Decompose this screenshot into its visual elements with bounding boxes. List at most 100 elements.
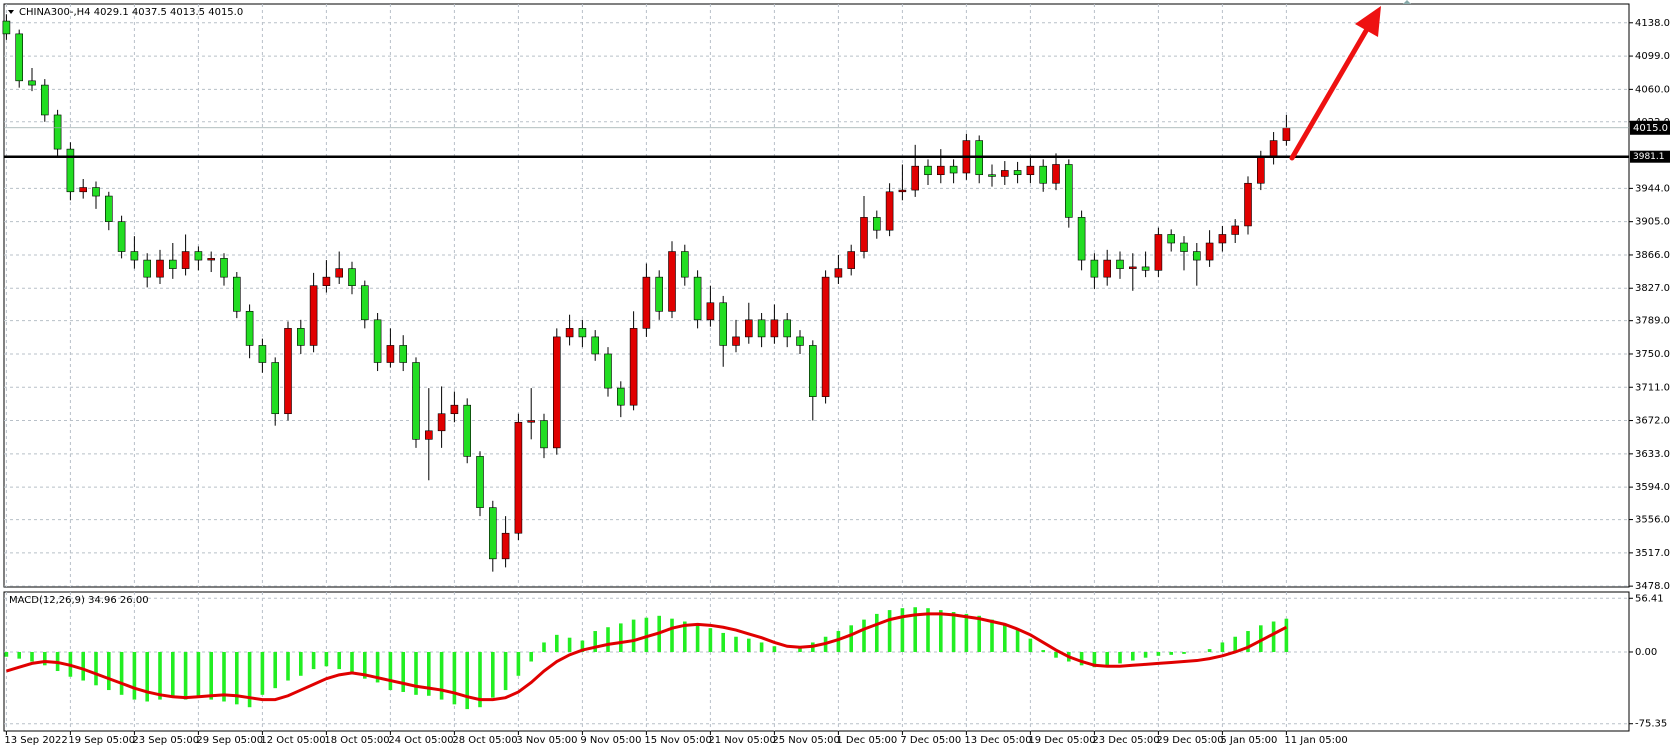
- macd-bar: [1284, 618, 1289, 652]
- candle-body: [860, 217, 868, 252]
- candle-body: [847, 251, 856, 269]
- macd-bar: [721, 632, 725, 652]
- macd-bar: [1092, 651, 1097, 668]
- x-tick-label: 28 Oct 05:00: [452, 735, 517, 746]
- macd-bar: [606, 627, 610, 652]
- x-tick-label: 24 Oct 05:00: [388, 735, 453, 746]
- macd-bar: [273, 651, 277, 689]
- candle-body: [156, 259, 164, 278]
- candle-body: [629, 328, 638, 406]
- candle-body: [540, 420, 548, 449]
- x-tick-label: 21 Nov 05:00: [708, 735, 775, 746]
- candle-body: [143, 259, 151, 278]
- candle-body: [335, 268, 344, 278]
- y-tick-label: 3789.0: [1635, 316, 1670, 327]
- candle-body: [66, 148, 75, 193]
- macd-bar: [4, 651, 9, 657]
- x-tick-label: 9 Nov 05:00: [580, 735, 641, 746]
- candle-body: [40, 84, 49, 116]
- candle-body: [1039, 165, 1047, 184]
- level-label: 3981.1: [1633, 152, 1665, 162]
- candle-body: [130, 251, 139, 261]
- macd-bar: [836, 631, 841, 652]
- candle-body: [1065, 164, 1073, 218]
- candle-body: [565, 328, 574, 338]
- candle-body: [1180, 242, 1188, 252]
- macd-bar: [311, 651, 316, 670]
- candle-body: [732, 336, 740, 346]
- shift-marker: [1403, 0, 1411, 4]
- candle-body: [834, 268, 843, 278]
- candle-body: [412, 362, 420, 440]
- x-tick-label: 23 Dec 05:00: [1092, 735, 1159, 746]
- candle-body: [1129, 266, 1137, 269]
- y-tick-label: 3517.0: [1635, 548, 1670, 559]
- y-tick-label: 3827.0: [1635, 283, 1670, 294]
- arrow-head: [1355, 6, 1381, 37]
- macd-bar: [734, 636, 738, 652]
- candle-body: [1167, 234, 1175, 244]
- candle-body: [194, 251, 203, 261]
- candle-body: [348, 268, 356, 286]
- x-tick-label: 19 Dec 05:00: [1028, 735, 1095, 746]
- candle-body: [181, 251, 190, 269]
- candle-body: [885, 191, 894, 231]
- candle-body: [258, 345, 267, 363]
- y-tick-label: 0.00: [1635, 647, 1657, 658]
- y-tick-label: -75.35: [1635, 719, 1667, 730]
- macd-pane: [3, 591, 1630, 732]
- candle-body: [578, 328, 587, 338]
- macd-bar: [1143, 651, 1148, 658]
- macd-bar: [619, 623, 623, 652]
- candle-body: [1077, 217, 1086, 261]
- level-label-box: [1630, 150, 1670, 163]
- candle-body: [757, 319, 766, 338]
- y-tick-label: 4099.0: [1635, 51, 1670, 62]
- macd-bar: [491, 651, 495, 698]
- layer: 4138.04099.04060.04022.03944.03905.03866…: [2, 4, 1670, 746]
- macd-bar: [631, 619, 636, 652]
- y-tick-label: 4138.0: [1635, 18, 1670, 29]
- macd-bar: [171, 651, 175, 698]
- macd-bar: [990, 619, 994, 652]
- macd-bar: [375, 651, 380, 683]
- y-tick-label: 3556.0: [1635, 515, 1670, 526]
- macd-bar: [145, 651, 149, 702]
- x-tick-label: 11 Jan 05:00: [1284, 735, 1347, 746]
- y-tick-label: 3711.0: [1635, 382, 1670, 393]
- macd-bar: [235, 651, 239, 705]
- macd-bar: [683, 621, 687, 652]
- macd-bar: [1054, 651, 1058, 658]
- candle-body: [1244, 182, 1252, 227]
- macd-bar: [401, 651, 405, 692]
- candle-body: [28, 80, 36, 86]
- candle-body: [450, 404, 459, 415]
- macd-bar: [196, 651, 201, 698]
- y-tick-label: 4060.0: [1635, 84, 1670, 95]
- candle-body: [604, 353, 612, 389]
- x-tick-label: 1 Dec 05:00: [836, 735, 897, 746]
- macd-bar: [119, 651, 124, 695]
- candle-body: [476, 456, 484, 508]
- macd-bar: [529, 651, 533, 662]
- candle-body: [1231, 225, 1239, 235]
- candle-body: [463, 404, 472, 457]
- x-tick-label: 13 Dec 05:00: [964, 735, 1031, 746]
- candle-body: [552, 336, 561, 449]
- macd-bar: [1041, 650, 1045, 652]
- chart-title: CHINA300-,H4 4029.1 4037.5 4013.5 4015.0: [19, 7, 243, 18]
- candle-body: [693, 276, 702, 321]
- candle-body: [245, 310, 254, 346]
- candle-body: [488, 507, 497, 560]
- candle-body: [15, 33, 23, 82]
- macd-bar: [1118, 651, 1122, 664]
- candle-body: [386, 345, 395, 363]
- macd-bar: [900, 608, 905, 652]
- macd-bar: [1015, 629, 1020, 652]
- y-tick-label: 3594.0: [1635, 482, 1670, 493]
- y-tick-label: 56.41: [1635, 593, 1664, 604]
- macd-bar: [299, 651, 303, 676]
- macd-bar: [1182, 651, 1186, 654]
